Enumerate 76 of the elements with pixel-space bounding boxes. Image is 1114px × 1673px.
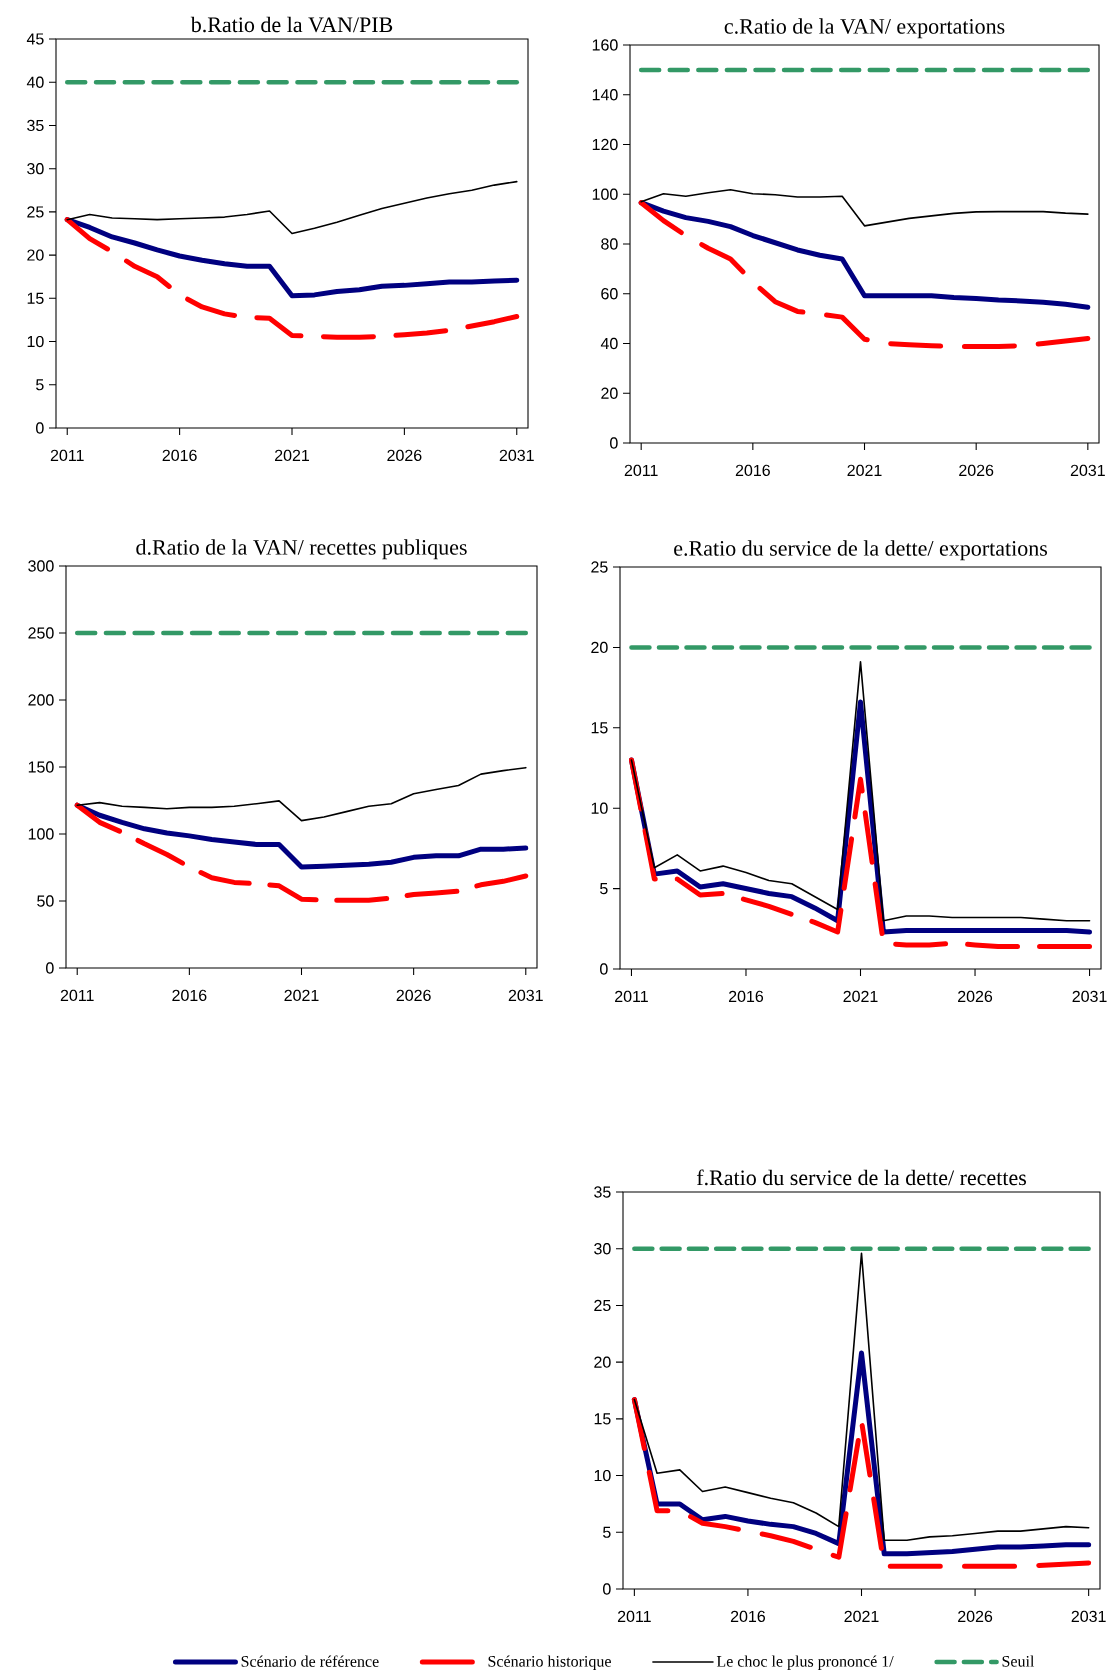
y-tick-label: 30	[27, 163, 44, 175]
x-tick-label: 2011	[624, 464, 658, 477]
x-tick-label: 2026	[958, 1610, 993, 1623]
x-tick-label: 2011	[60, 989, 94, 1002]
y-tick-label: 20	[591, 641, 608, 654]
x-tick-label: 2016	[162, 449, 197, 462]
y-tick-label: 45	[26, 33, 44, 45]
y-tick-label: 200	[28, 694, 54, 706]
x-tick-label: 2016	[730, 1610, 766, 1623]
y-tick-label: 100	[592, 188, 618, 200]
y-tick-label: 150	[28, 761, 54, 773]
legend-label: Seuil	[1002, 1655, 1035, 1667]
x-tick-label: 2011	[615, 990, 648, 1003]
y-tick-label: 0	[46, 962, 54, 974]
x-tick-label: 2011	[617, 1610, 651, 1623]
chart-title: e.Ratio du service de la dette/ exportations	[674, 540, 1048, 561]
x-tick-label: 2031	[1070, 464, 1105, 477]
legend-label: Scénario historique	[488, 1655, 611, 1670]
y-tick-label: 100	[28, 828, 54, 840]
y-tick-label: 5	[603, 1526, 611, 1538]
y-tick-label: 10	[594, 1469, 611, 1482]
y-tick-label: 140	[592, 89, 618, 101]
x-tick-label: 2026	[387, 449, 422, 462]
x-tick-label: 2016	[172, 989, 207, 1002]
y-tick-label: 15	[591, 722, 608, 734]
y-tick-label: 250	[28, 627, 54, 639]
y-tick-label: 35	[594, 1186, 611, 1198]
y-tick-label: 25	[591, 561, 608, 573]
legend-label: Le choc le plus prononcé 1/	[716, 1655, 894, 1670]
y-tick-label: 0	[603, 1583, 611, 1595]
y-tick-label: 160	[592, 39, 618, 51]
y-tick-label: 20	[27, 249, 44, 261]
y-tick-label: 25	[27, 206, 44, 218]
chart-title: d.Ratio de la VAN/ recettes publiques	[136, 539, 467, 560]
x-tick-label: 2026	[396, 989, 431, 1002]
chart-title: b.Ratio de la VAN/PIB	[190, 16, 393, 33]
y-tick-label: 10	[27, 335, 44, 348]
y-tick-label: 0	[600, 963, 608, 975]
x-tick-label: 2011	[50, 449, 84, 462]
chart-title: c.Ratio de la VAN/ exportations	[724, 18, 1005, 39]
y-tick-label: 0	[610, 437, 618, 449]
chart-title: f.Ratio du service de la dette/ recettes	[696, 1169, 1026, 1186]
y-tick-label: 20	[601, 387, 618, 399]
y-tick-label: 5	[600, 883, 608, 895]
y-tick-label: 25	[594, 1299, 611, 1312]
x-tick-label: 2016	[728, 990, 764, 1003]
line-series	[66, 180, 518, 235]
y-tick-label: 300	[28, 560, 54, 572]
x-tick-label: 2021	[844, 1610, 879, 1623]
y-tick-label: 40	[600, 337, 618, 350]
x-tick-label: 2021	[275, 449, 309, 462]
line-series	[76, 766, 527, 822]
y-tick-label: 0	[36, 422, 44, 434]
y-tick-label: 5	[36, 379, 44, 391]
x-tick-label: 2031	[1071, 1610, 1106, 1623]
legend-label: Scénario de référence	[241, 1655, 379, 1667]
x-tick-label: 2031	[1072, 990, 1107, 1003]
x-tick-label: 2031	[499, 449, 534, 462]
x-tick-label: 2026	[959, 464, 994, 477]
y-tick-label: 15	[27, 292, 44, 304]
y-tick-label: 10	[591, 802, 608, 814]
y-tick-label: 40	[26, 76, 44, 88]
y-tick-label: 60	[601, 288, 618, 300]
x-tick-label: 2021	[843, 990, 878, 1003]
x-tick-label: 2026	[958, 990, 993, 1003]
x-tick-label: 2031	[508, 989, 543, 1002]
y-tick-label: 50	[37, 895, 54, 907]
x-tick-label: 2016	[735, 464, 770, 477]
y-tick-label: 20	[594, 1356, 611, 1368]
y-tick-label: 15	[594, 1413, 611, 1425]
x-tick-label: 2021	[284, 989, 319, 1002]
y-tick-label: 120	[592, 138, 618, 151]
x-tick-label: 2021	[847, 464, 882, 477]
y-tick-label: 30	[594, 1243, 611, 1255]
y-tick-label: 35	[27, 119, 44, 132]
y-tick-label: 80	[601, 238, 618, 250]
